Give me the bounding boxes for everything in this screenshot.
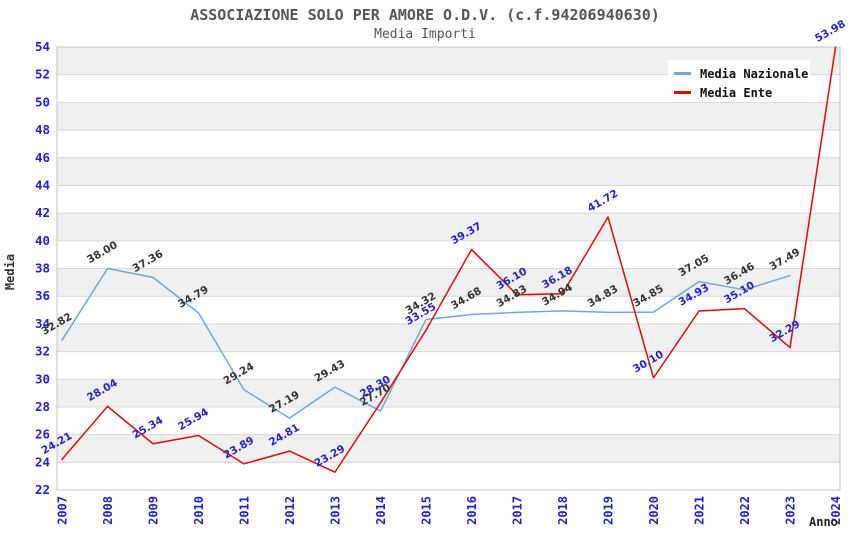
grid-band [57,351,840,380]
x-tick-label: 2019 [602,496,616,525]
x-tick-label: 2016 [465,496,479,525]
y-tick-label: 42 [35,205,50,220]
x-tick-label: 2010 [192,496,206,525]
grid-band [57,379,840,407]
x-tick-label: 2013 [329,496,343,525]
x-tick-label: 2020 [647,496,661,525]
x-tick-label: 2009 [147,496,161,525]
y-tick-label: 50 [35,94,50,109]
grid-band [57,213,840,241]
y-tick-label: 22 [35,482,50,497]
x-tick-label: 2022 [738,496,752,525]
y-tick-label: 48 [35,122,50,137]
y-tick-label: 44 [35,177,50,192]
x-tick-label: 2023 [784,496,798,525]
grid-band [57,240,840,269]
x-axis-title: Anno [809,515,838,529]
legend-item-media-nazionale: Media Nazionale [674,64,810,83]
y-tick-label: 28 [35,399,50,414]
grid-band [57,434,840,463]
series-line-media-nazionale [61,267,791,419]
grid-band [57,462,840,490]
legend-swatch-nazionale-icon [674,72,691,75]
grid-band [57,323,840,352]
grid-band [57,157,840,186]
legend-item-media-ente: Media Ente [674,83,810,102]
legend-label-media-nazionale: Media Nazionale [700,66,809,81]
y-tick-label: 54 [35,39,50,54]
x-tick-label: 2015 [420,496,434,525]
y-tick-label: 34 [35,316,50,331]
grid-band [57,406,840,435]
y-tick-label: 40 [35,233,50,248]
plot-border [56,46,841,491]
data-point-label: 53.98 [813,18,848,45]
grid-band [57,185,840,214]
legend: Media Nazionale Media Ente [668,60,810,102]
x-tick-label: 2007 [56,496,70,525]
x-tick-label: 2011 [238,496,252,525]
x-tick-label: 2017 [511,496,525,525]
legend-swatch-ente-icon [674,91,691,94]
x-tick-label: 2014 [374,496,388,525]
y-tick-label: 32 [35,344,50,359]
grid-band [57,268,840,297]
y-tick-label: 30 [35,371,50,386]
chart-subtitle: Media Importi [374,27,476,42]
y-tick-label: 46 [35,150,50,165]
y-tick-label: 52 [35,67,50,82]
y-tick-label: 24 [35,454,50,469]
x-tick-label: 2021 [693,496,707,525]
legend-label-media-ente: Media Ente [700,85,773,100]
chart-title: ASSOCIAZIONE SOLO PER AMORE O.D.V. (c.f.… [190,6,660,24]
grid-band [57,102,840,131]
x-tick-label: 2018 [556,496,570,525]
x-tick-label: 2008 [101,496,115,525]
series-line-media-ente [61,46,837,473]
x-tick-label: 2012 [283,496,297,525]
y-tick-label: 38 [35,261,50,276]
y-tick-label: 26 [35,427,50,442]
grid-band [57,130,840,158]
x-tick-label: 2024 [829,496,843,525]
y-tick-label: 36 [35,288,50,303]
